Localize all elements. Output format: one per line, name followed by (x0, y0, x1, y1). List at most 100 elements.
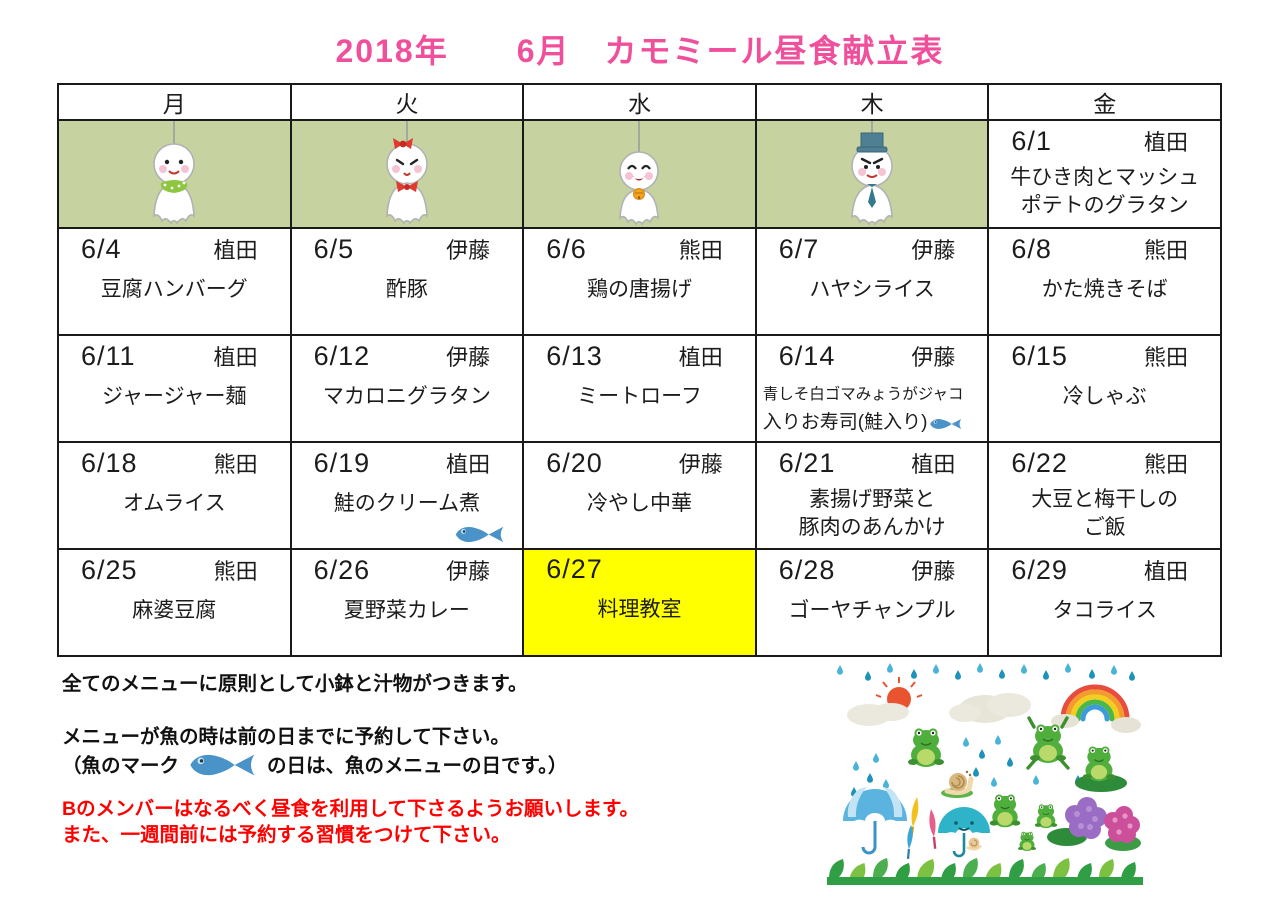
notice-line1: Bのメンバーはなるべく昼食を利用して下さるようお願いします。 (62, 798, 640, 820)
cell-6-28: 6/28 伊藤 ゴーヤチャンプル (754, 548, 990, 657)
teacher-name: 植田 (678, 345, 723, 370)
cell-6-26: 6/26 伊藤 夏野菜カレー (289, 548, 525, 657)
teacher-name: 伊藤 (446, 238, 491, 263)
date: 6/12 (313, 341, 371, 371)
date: 6/6 (546, 234, 587, 264)
teacher-name: 植田 (213, 345, 258, 370)
rainbow-icon (1060, 684, 1130, 722)
teacher-name: 熊田 (1143, 345, 1188, 370)
cell-6-7: 6/7 伊藤 ハヤシライス (754, 227, 990, 336)
menu-item: 素揚げ野菜と 豚肉のあんかけ (798, 488, 946, 539)
menu-item: 麻婆豆腐 (132, 599, 217, 622)
cell-6-11: 6/11 植田 ジャージャー麺 (57, 334, 292, 443)
cell-6-1: 6/1 植田 牛ひき肉とマッシュ ポテトのグラタン (987, 119, 1222, 229)
teacher-name: 熊田 (213, 559, 258, 584)
cell-6-22: 6/22 熊田 大豆と梅干しの ご飯 (987, 441, 1222, 550)
note-side-dishes: 全てのメニューに原則として小鉢と汁物がつきます。 (62, 673, 528, 695)
week2-row: 6/4 植田 豆腐ハンバーグ 6/5 伊藤 酢豚 6/6 熊田 鶏の唐揚げ 6/7 伊藤… (57, 227, 1222, 336)
header-tuesday: 火 (289, 83, 525, 121)
menu-item: 青しそ白ゴマみょうがジャコ 入りお寿司(鮭入り) (762, 386, 964, 433)
header-wednesday: 水 (522, 83, 757, 121)
cell-6-13: 6/13 植田 ミートローフ (522, 334, 757, 443)
date: 6/22 (1011, 448, 1068, 478)
teacher-name: 伊藤 (678, 452, 723, 477)
week5-row: 6/25 熊田 麻婆豆腐 6/26 伊藤 夏野菜カレー 6/27 料理教室 6/28… (57, 548, 1222, 657)
cloud-icon (847, 693, 1031, 726)
teruterubozu-bell-icon (522, 119, 757, 229)
teacher-name: 植田 (446, 452, 491, 477)
teacher-name: 熊田 (678, 238, 723, 263)
cell-6-25: 6/25 熊田 麻婆豆腐 (57, 548, 292, 657)
teacher-name: 伊藤 (911, 238, 956, 263)
teruterubozu-ribbon-icon (289, 119, 525, 229)
date: 6/15 (1011, 341, 1068, 371)
note-fish-reservation: メニューが魚の時は前の日までに予約して下さい。 (62, 726, 510, 749)
teruterubozu-hat-icon (754, 119, 990, 229)
teacher-name: 植田 (911, 452, 956, 477)
teacher-name: 伊藤 (911, 345, 956, 370)
teacher-name: 伊藤 (446, 559, 491, 584)
hydrangea-icon (1047, 797, 1141, 851)
date: 6/7 (778, 234, 820, 264)
date: 6/1 (1011, 126, 1052, 156)
menu-item: 酢豚 (385, 278, 428, 301)
date: 6/8 (1011, 234, 1052, 264)
menu-item: ハヤシライス (809, 278, 935, 301)
date: 6/13 (546, 341, 603, 371)
week4-row: 6/18 熊田 オムライス 6/19 植田 鮭のクリーム煮 6/20 伊藤 冷やし中華… (57, 441, 1222, 550)
date: 6/28 (778, 555, 836, 585)
menu-item: 料理教室 (597, 598, 682, 621)
page-title: 2018年 6月 カモミール昼食献立表 (335, 33, 945, 69)
notice-line2: また、一週間前には予約する習慣をつけて下さい。 (62, 823, 511, 846)
teacher-name: 伊藤 (446, 345, 491, 370)
date: 6/27 (546, 554, 603, 584)
frog-icon (907, 716, 1127, 852)
date: 6/4 (81, 234, 122, 264)
teruterubozu-plain-icon (57, 119, 292, 229)
cell-6-14: 6/14 伊藤 青しそ白ゴマみょうがジャコ 入りお寿司(鮭入り) (754, 334, 990, 443)
teacher-name: 植田 (213, 238, 258, 263)
date: 6/25 (81, 555, 138, 585)
menu-item: 冷やし中華 (586, 492, 692, 515)
menu-item: 牛ひき肉とマッシュ ポテトのグラタン (1010, 166, 1200, 217)
menu-table: 月 火 水 木 金 (57, 83, 1222, 657)
menu-item: 鮭のクリーム煮 (333, 492, 481, 515)
menu-item: 鶏の唐揚げ (586, 278, 692, 301)
header-monday: 月 (57, 83, 292, 121)
date: 6/11 (81, 341, 136, 371)
cell-6-21: 6/21 植田 素揚げ野菜と 豚肉のあんかけ (754, 441, 990, 550)
fish-icon (190, 754, 255, 776)
header-thursday: 木 (754, 83, 990, 121)
teacher-name: 熊田 (1143, 238, 1188, 263)
date: 6/18 (81, 448, 138, 478)
menu-item: ゴーヤチャンプル (788, 599, 956, 622)
leaf-border (827, 858, 1143, 885)
date: 6/19 (313, 448, 371, 478)
cell-6-5: 6/5 伊藤 酢豚 (289, 227, 525, 336)
date: 6/29 (1011, 555, 1068, 585)
cell-6-12: 6/12 伊藤 マカロニグラタン (289, 334, 525, 443)
teacher-name: 伊藤 (911, 559, 956, 584)
cell-6-4: 6/4 植田 豆腐ハンバーグ (57, 227, 292, 336)
menu-item: 大豆と梅干しの ご飯 (1031, 488, 1179, 539)
rainy-season-illustration (827, 663, 1143, 885)
notes: 全てのメニューに原則として小鉢と汁物がつきます。 メニューが魚の時は前の日までに… (62, 671, 567, 779)
menu-item: 豆腐ハンバーグ (100, 278, 248, 301)
week3-row: 6/11 植田 ジャージャー麺 6/12 伊藤 マカロニグラタン 6/13 植田 ミー… (57, 334, 1222, 443)
cell-6-8: 6/8 熊田 かた焼きそば (987, 227, 1222, 336)
teacher-name: 植田 (1143, 559, 1188, 584)
note-fish-legend: （魚のマーク の日は、魚のメニューの日です。） (62, 751, 567, 779)
cell-6-20: 6/20 伊藤 冷やし中華 (522, 441, 757, 550)
date: 6/20 (546, 448, 603, 478)
umbrella-icon (843, 787, 990, 859)
date: 6/14 (778, 341, 836, 371)
date: 6/5 (313, 234, 355, 264)
red-notice: Bのメンバーはなるべく昼食を利用して下さるようお願いします。 また、一週間前には… (62, 797, 639, 848)
date: 6/21 (778, 448, 836, 478)
teacher-name: 熊田 (213, 452, 258, 477)
teacher-name: 熊田 (1143, 452, 1188, 477)
header-friday: 金 (987, 83, 1222, 121)
cell-6-15: 6/15 熊田 冷しゃぶ (987, 334, 1222, 443)
menu-item: ミートローフ (577, 385, 702, 408)
